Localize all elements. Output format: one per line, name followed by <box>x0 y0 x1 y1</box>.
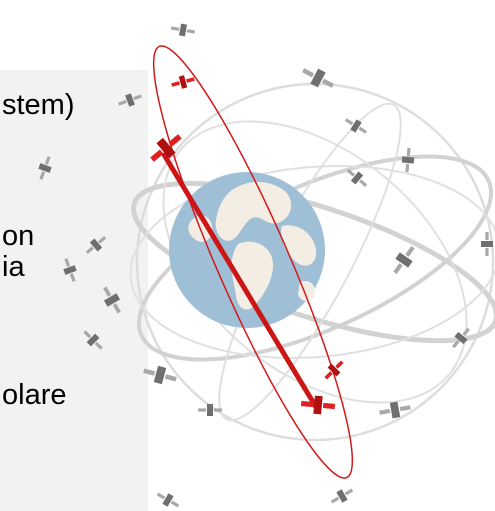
text-line-4: olare <box>2 379 67 411</box>
satellite-icon <box>60 256 80 284</box>
red-orbit <box>152 45 354 479</box>
satellite-icon <box>116 90 144 110</box>
satellite-icon <box>80 327 106 353</box>
orbit-plane-4 <box>162 120 468 404</box>
satellite-icon <box>82 232 110 258</box>
satellite-icon <box>400 147 416 173</box>
satellite-icon <box>170 22 196 38</box>
earth-globe-icon <box>169 172 325 328</box>
satellite-icon <box>35 154 55 182</box>
satellite-icon <box>388 242 420 278</box>
satellite-icon <box>328 484 356 508</box>
red-orbit-front <box>160 151 319 409</box>
satellite-icon <box>300 394 336 416</box>
orbit-plane-3 <box>129 164 495 360</box>
satellite-icon <box>154 488 182 511</box>
satellite-icon <box>141 362 179 388</box>
satellite-icon <box>170 72 196 92</box>
text-panel <box>0 70 148 511</box>
satellite-icon <box>98 283 126 317</box>
orbit-plane-2 <box>131 180 495 344</box>
text-line-3: ia <box>2 251 25 283</box>
satellite-icon <box>321 357 347 383</box>
text-line-1: stem) <box>2 89 75 121</box>
text-line-2: on <box>2 220 35 252</box>
satellite-icon <box>299 62 337 94</box>
